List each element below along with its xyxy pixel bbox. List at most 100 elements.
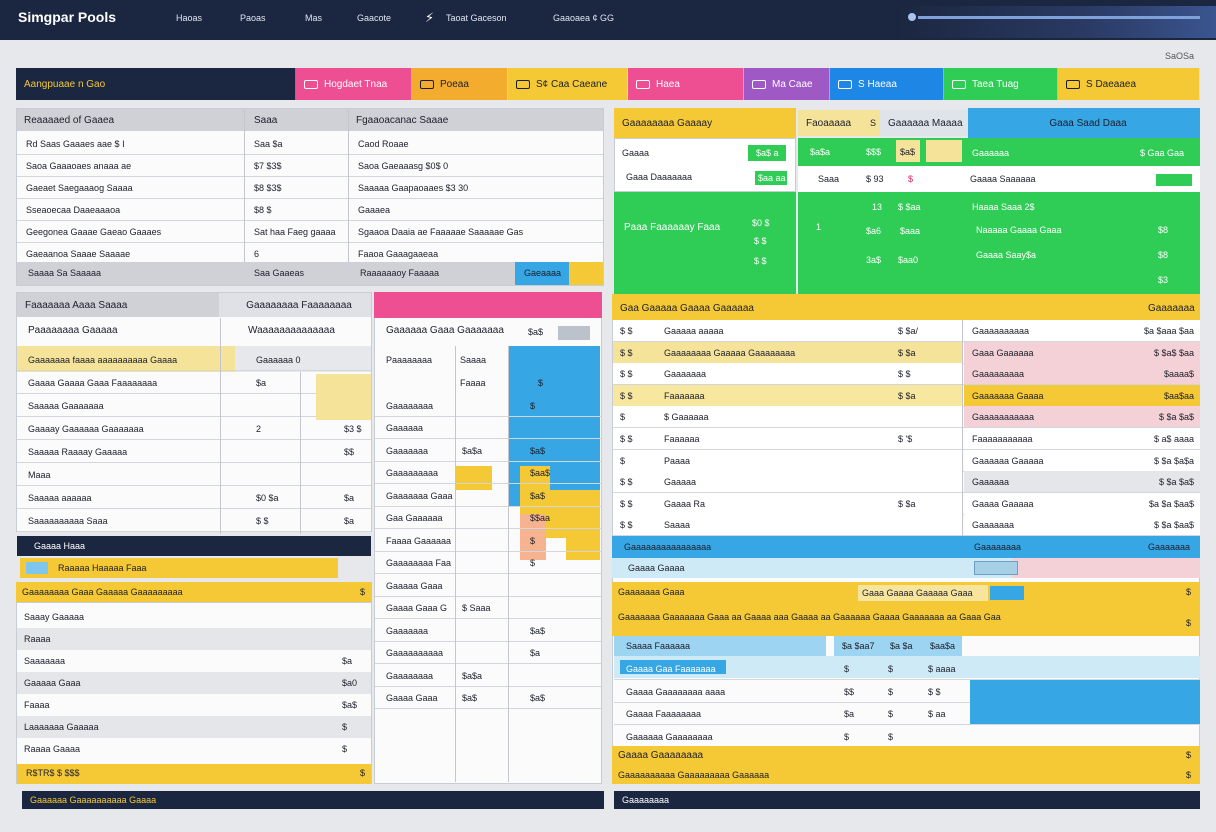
slider-track[interactable]: [918, 16, 1200, 19]
row-divider: [17, 154, 603, 155]
list-item: Laaaaaaa Gaaaaa: [24, 722, 99, 732]
blue-bar-label: Gaaaaaaa: [1148, 542, 1191, 552]
toggle-button[interactable]: [558, 326, 590, 340]
table-cell: $a$: [530, 445, 546, 456]
highlight-cell: [896, 140, 920, 162]
table-cell: $a $aaa $aa: [1143, 326, 1194, 336]
list-footer-label: R$TR$ $ $$$: [26, 768, 80, 778]
table-cell: $: [888, 686, 894, 697]
blue-tab-label: $a $a: [890, 641, 913, 651]
tab-4[interactable]: S¢ Caa Caeane: [508, 68, 628, 100]
footer-label: Saaaa Sa Saaaaa: [28, 268, 102, 278]
row-divider: [613, 362, 1200, 364]
green-row: [964, 138, 1200, 166]
tab-7[interactable]: S Haeaa: [830, 68, 944, 100]
row-divider: [17, 393, 371, 394]
blue-tab[interactable]: [614, 636, 826, 656]
nav-item-3[interactable]: Mas: [305, 13, 323, 23]
blue-chip[interactable]: [990, 586, 1024, 600]
tab-6[interactable]: Ma Caae: [744, 68, 830, 100]
nav-item-4[interactable]: Gaacote: [357, 13, 392, 23]
bottom-bar-label: Gaaaaaa Gaaaaaaaaaa Gaaaa: [30, 795, 157, 805]
header-swoosh: [895, 6, 1216, 38]
yellow-block: [612, 604, 1200, 636]
tab-1[interactable]: Aangpuaae n Gao: [16, 68, 296, 100]
table-cell: Sgaaoa Daaia ae Faaaaae Saaaaae Gas: [358, 227, 524, 237]
row-divider: [17, 416, 371, 417]
table-cell: Saoa Gaeaaasg $0$ 0: [358, 161, 449, 171]
row-divider: [614, 701, 1200, 703]
tab-8[interactable]: Taea Tuag: [944, 68, 1058, 100]
nav-item-6[interactable]: Gaaoaea ¢ GG: [553, 13, 615, 23]
yellow-chip: [858, 585, 988, 601]
row-divider: [17, 220, 603, 221]
tab-3[interactable]: Poeaa: [412, 68, 508, 100]
green-panel: [964, 192, 1200, 294]
table-cell: $: [844, 731, 850, 742]
table-cell: $a: [530, 648, 541, 658]
table-cell: $a$: [530, 490, 546, 501]
row-bg: [17, 628, 371, 650]
table-cell: Saoa Gaaaoaes anaaa ae: [26, 161, 132, 171]
table-cell: Saaaaaaaaaa Saaa: [28, 516, 108, 526]
panel-results-footer: [17, 262, 515, 285]
value: $ 93: [866, 174, 884, 184]
bottom-bar-label: Gaaaaaaaa: [622, 795, 670, 805]
status-badge-label: $a$ a: [756, 148, 779, 158]
table-cell: Gaaaaaaaa: [386, 670, 434, 681]
table-cell: $a$: [530, 693, 546, 703]
row-divider: [17, 462, 371, 463]
nav-item-5[interactable]: Taoat Gaceson: [446, 13, 507, 23]
table-cell: $ $: [898, 369, 911, 380]
input-chip[interactable]: [974, 561, 1018, 575]
list-item: Gaaaaa Gaaa: [24, 678, 81, 688]
table-cell: $: [888, 664, 894, 674]
row-divider: [375, 505, 601, 507]
section-bar: [16, 582, 372, 602]
table-cell: Gaaaa Ra: [664, 498, 706, 509]
table-cell: $ Gaaaaaa: [664, 412, 709, 423]
table-cell: Gaaaa Gaa Faaaaaaa: [626, 664, 716, 674]
blue-chip: [620, 660, 726, 674]
table-cell: $ $a: [898, 498, 916, 509]
row-divider: [375, 685, 601, 687]
row-divider: [613, 449, 1200, 450]
panel-results-header: [17, 109, 603, 131]
table-cell: $: [844, 664, 850, 674]
tab-2[interactable]: Hogdaet Tnaa: [296, 68, 412, 100]
section-bar-value: $: [360, 587, 366, 597]
row-divider: [375, 640, 601, 642]
slider-knob[interactable]: [908, 13, 916, 21]
list-footer: [17, 764, 371, 784]
nav-item-2[interactable]: Paoas: [240, 13, 266, 23]
table-cell: $3 $: [344, 424, 362, 434]
footer-button[interactable]: [515, 262, 569, 285]
row-divider: [17, 370, 371, 371]
blue-tab[interactable]: [834, 636, 962, 656]
nav-item-1[interactable]: Haoas: [176, 13, 203, 23]
tab-5[interactable]: Haea: [628, 68, 744, 100]
table-cell: $: [888, 731, 894, 742]
table-cell: $: [620, 455, 626, 466]
table-cell: $ $: [620, 520, 633, 531]
table-cell: $$: [344, 447, 355, 457]
table-cell: Faaaa Gaaaaaa: [386, 535, 452, 546]
yellow-block-value: $: [1186, 618, 1192, 628]
row-bg: [964, 320, 1200, 341]
row-bg: [613, 384, 962, 406]
table-cell: Gaaaaa: [664, 477, 697, 488]
row-divider: [17, 485, 371, 486]
table-cell: $ $: [256, 516, 269, 526]
row-bg: [613, 492, 962, 514]
table-cell: Sat haa Faeg gaaaa: [254, 227, 336, 237]
tab-9[interactable]: S Daeaaea: [1058, 68, 1200, 100]
table-cell: Maaa: [28, 470, 51, 480]
table-cell: Gaaa Gaaaaaa: [972, 347, 1034, 358]
light-blue-bar: [612, 558, 1012, 578]
tab-icon: [1066, 79, 1080, 89]
right-value: $ Gaa Gaa: [1140, 148, 1185, 158]
blue-cell: [970, 680, 1200, 702]
table-cell: Paaaa: [664, 455, 691, 466]
table-cell: Saaaaa Gaaaaaaa: [28, 401, 104, 411]
blue-tab-label: Saaaa Faaaaaa: [626, 641, 691, 651]
